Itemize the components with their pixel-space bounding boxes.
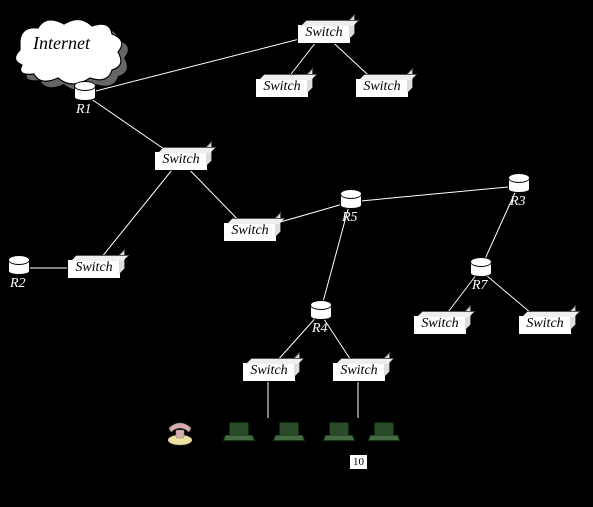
router-r1 xyxy=(74,86,96,101)
switch-r7-right: Switch xyxy=(518,315,572,335)
router-label-r3: R3 xyxy=(510,194,526,210)
router-label-r7: R7 xyxy=(472,278,488,294)
switch-r1-branch: Switch xyxy=(154,151,208,171)
switch-mid-left: Switch xyxy=(255,78,309,98)
router-label-r4: R4 xyxy=(312,321,328,337)
switch-r4-left: Switch xyxy=(242,362,296,382)
switch-label: Switch xyxy=(363,79,400,94)
switch-r4-right: Switch xyxy=(332,362,386,382)
switch-label: Switch xyxy=(162,152,199,167)
switch-r7-left: Switch xyxy=(413,315,467,335)
switch-top: Switch xyxy=(297,24,351,44)
switch-label: Switch xyxy=(526,316,563,331)
switch-label: Switch xyxy=(75,260,112,275)
laptop-icon xyxy=(370,422,398,444)
switch-left: Switch xyxy=(67,259,121,279)
laptop-icon xyxy=(275,422,303,444)
router-label-r2: R2 xyxy=(10,276,26,292)
switch-label: Switch xyxy=(421,316,458,331)
router-r3 xyxy=(508,178,530,193)
router-r2 xyxy=(8,260,30,275)
page-number: 10 xyxy=(350,455,367,469)
switch-label: Switch xyxy=(340,363,377,378)
switch-label: Switch xyxy=(231,223,268,238)
router-r5 xyxy=(340,194,362,209)
router-r4 xyxy=(310,305,332,320)
laptop-icon xyxy=(225,422,253,444)
router-r7 xyxy=(470,262,492,277)
switch-label: Switch xyxy=(305,25,342,40)
internet-label: Internet xyxy=(33,33,90,54)
router-label-r1: R1 xyxy=(76,102,92,118)
laptop-icon xyxy=(325,422,353,444)
telephone-icon xyxy=(165,420,195,446)
edge xyxy=(93,160,180,268)
switch-center: Switch xyxy=(223,222,277,242)
router-label-r5: R5 xyxy=(342,210,358,226)
edge xyxy=(350,186,518,202)
switch-mid-right: Switch xyxy=(355,78,409,98)
switch-label: Switch xyxy=(250,363,287,378)
switch-label: Switch xyxy=(263,79,300,94)
